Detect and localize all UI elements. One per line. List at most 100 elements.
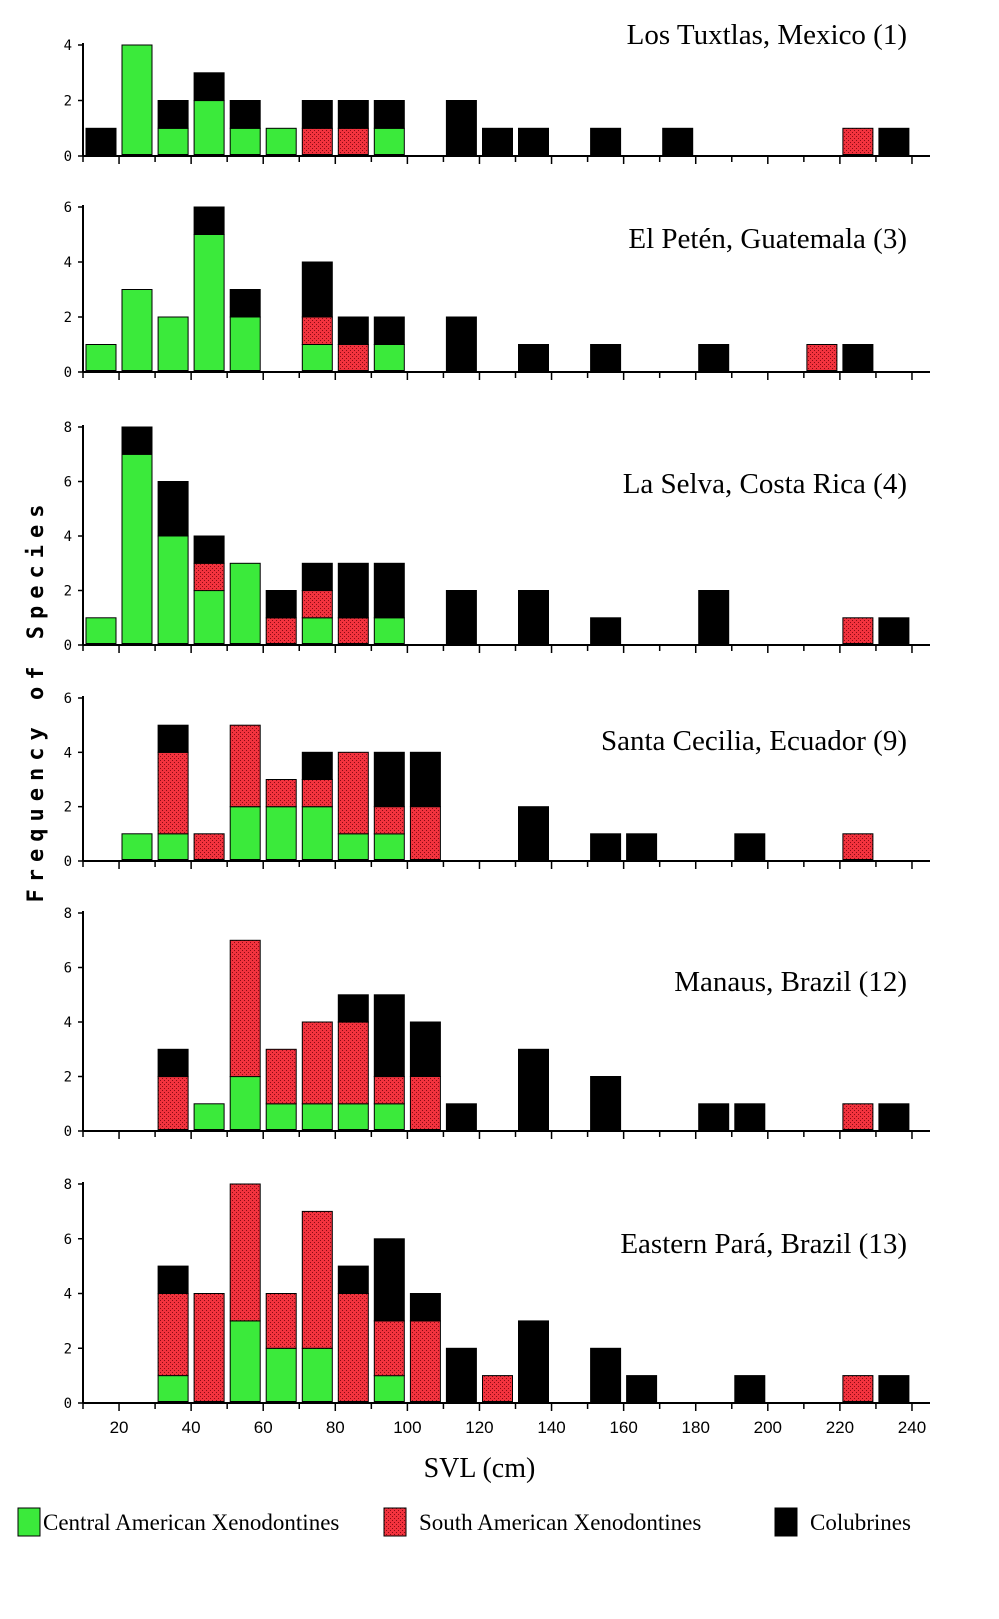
bar-segment-south xyxy=(229,1183,261,1322)
bar-segment-central xyxy=(229,1076,261,1132)
bar-segment-col xyxy=(590,1076,622,1132)
x-axis-title: SVL (cm) xyxy=(424,1453,536,1484)
x-tick-label: 100 xyxy=(393,1418,421,1437)
y-tick-label: 2 xyxy=(64,800,72,816)
bar-segment-col xyxy=(445,590,477,646)
bar-segment-south xyxy=(337,617,369,646)
y-tick-label: 8 xyxy=(64,906,72,922)
bar-segment-central xyxy=(121,289,153,373)
bar-segment-south xyxy=(265,617,297,646)
bar-segment-col xyxy=(157,100,189,129)
y-tick-label: 2 xyxy=(64,1070,72,1086)
bar-segment-south xyxy=(482,1375,513,1404)
bar-segment-col xyxy=(518,344,549,373)
bar-segment-south xyxy=(301,316,333,345)
x-tick-label: 40 xyxy=(182,1418,201,1437)
bar-segment-central xyxy=(157,535,189,646)
y-tick-label: 0 xyxy=(64,365,72,381)
bar-segment-central xyxy=(157,127,189,157)
y-tick-label: 4 xyxy=(64,529,72,545)
bar-segment-col xyxy=(698,1103,730,1132)
bar-segment-central xyxy=(265,806,297,862)
bar-segment-south xyxy=(157,1293,189,1377)
bar-segment-col xyxy=(337,316,369,345)
bar-segment-central xyxy=(265,127,297,157)
bar-segment-col xyxy=(373,316,405,345)
bar-segment-col xyxy=(337,100,369,129)
bar-segment-col xyxy=(734,833,766,862)
bar-segment-south xyxy=(842,1103,874,1132)
bar-segment-south xyxy=(193,1293,225,1404)
bar-segment-central xyxy=(337,1103,369,1132)
bar-segment-col xyxy=(301,261,333,318)
legend-swatch-col xyxy=(774,1507,798,1537)
bar-segment-south xyxy=(409,806,441,862)
panel-4: 0 2 4 6 Santa Cecilia, Ecuador (9) xyxy=(64,691,930,870)
bar-segment-central xyxy=(229,806,261,862)
bar-segment-south xyxy=(842,1375,874,1404)
y-tick-label: 4 xyxy=(64,38,72,54)
bar-segment-central xyxy=(193,1103,225,1132)
legend-label-central: Central American Xenodontines xyxy=(43,1510,339,1535)
y-tick-label: 2 xyxy=(64,310,72,326)
bar-segment-col xyxy=(157,1265,189,1294)
bar-segment-col xyxy=(301,751,333,780)
bar-segment-central xyxy=(301,806,333,862)
bar-segment-col xyxy=(301,100,333,129)
bar-segment-central xyxy=(373,127,405,157)
bar-segment-col xyxy=(265,590,297,619)
bar-segment-col xyxy=(698,344,730,373)
bar-segment-south xyxy=(265,1048,297,1105)
panel-title: Eastern Pará, Brazil (13) xyxy=(620,1228,907,1260)
y-tick-label: 8 xyxy=(64,420,72,436)
bar-segment-south xyxy=(193,833,225,862)
bar-segment-central xyxy=(193,590,225,646)
y-tick-label: 6 xyxy=(64,1232,72,1248)
panels-layer: 0 2 4 Los Tuxtlas, Mexico (1) 0 2 4 6 El Petén, … xyxy=(64,19,930,1412)
bar-segment-south xyxy=(265,1293,297,1349)
bar-segment-col xyxy=(590,127,622,157)
bar-segment-col xyxy=(337,562,369,619)
y-tick-label: 2 xyxy=(64,1341,72,1357)
bar-segment-central xyxy=(301,617,333,646)
bar-segment-col xyxy=(193,206,225,235)
bar-segment-col xyxy=(373,751,405,808)
y-tick-label: 6 xyxy=(64,961,72,977)
bar-segment-col xyxy=(445,1347,477,1404)
y-tick-label: 0 xyxy=(64,149,72,165)
legend-label-col: Colubrines xyxy=(810,1510,911,1535)
y-tick-label: 4 xyxy=(64,1287,72,1303)
panel-1: 0 2 4 Los Tuxtlas, Mexico (1) xyxy=(64,19,930,165)
y-tick-label: 4 xyxy=(64,1015,72,1031)
bar-segment-central xyxy=(121,44,153,157)
bar-segment-central xyxy=(337,833,369,862)
panel-title: Los Tuxtlas, Mexico (1) xyxy=(627,19,907,51)
bar-segment-col xyxy=(518,590,549,646)
bar-segment-south xyxy=(842,127,874,157)
bar-segment-col xyxy=(373,562,405,619)
bar-segment-col xyxy=(842,344,874,373)
bar-segment-south xyxy=(337,344,369,373)
y-tick-label: 2 xyxy=(64,584,72,600)
bar-segment-central xyxy=(121,453,153,646)
bar-segment-col xyxy=(482,127,513,157)
bar-segment-col xyxy=(626,833,658,862)
bar-segment-central xyxy=(301,1347,333,1404)
bar-segment-south xyxy=(301,127,333,157)
y-tick-label: 4 xyxy=(64,255,72,271)
bar-segment-south xyxy=(337,1021,369,1105)
bar-segment-col xyxy=(445,1103,477,1132)
x-tick-label: 180 xyxy=(682,1418,710,1437)
bar-segment-south xyxy=(229,724,261,808)
bar-segment-south xyxy=(842,617,874,646)
bar-segment-central xyxy=(229,127,261,157)
x-tick-label: 20 xyxy=(110,1418,129,1437)
panel-title: El Petén, Guatemala (3) xyxy=(628,223,907,255)
legend-swatch-south xyxy=(383,1507,407,1537)
bar-segment-central xyxy=(193,234,225,373)
bar-segment-south xyxy=(229,939,261,1078)
bar-segment-south xyxy=(301,1021,333,1105)
bar-segment-col xyxy=(590,617,622,646)
bar-segment-central xyxy=(373,344,405,373)
